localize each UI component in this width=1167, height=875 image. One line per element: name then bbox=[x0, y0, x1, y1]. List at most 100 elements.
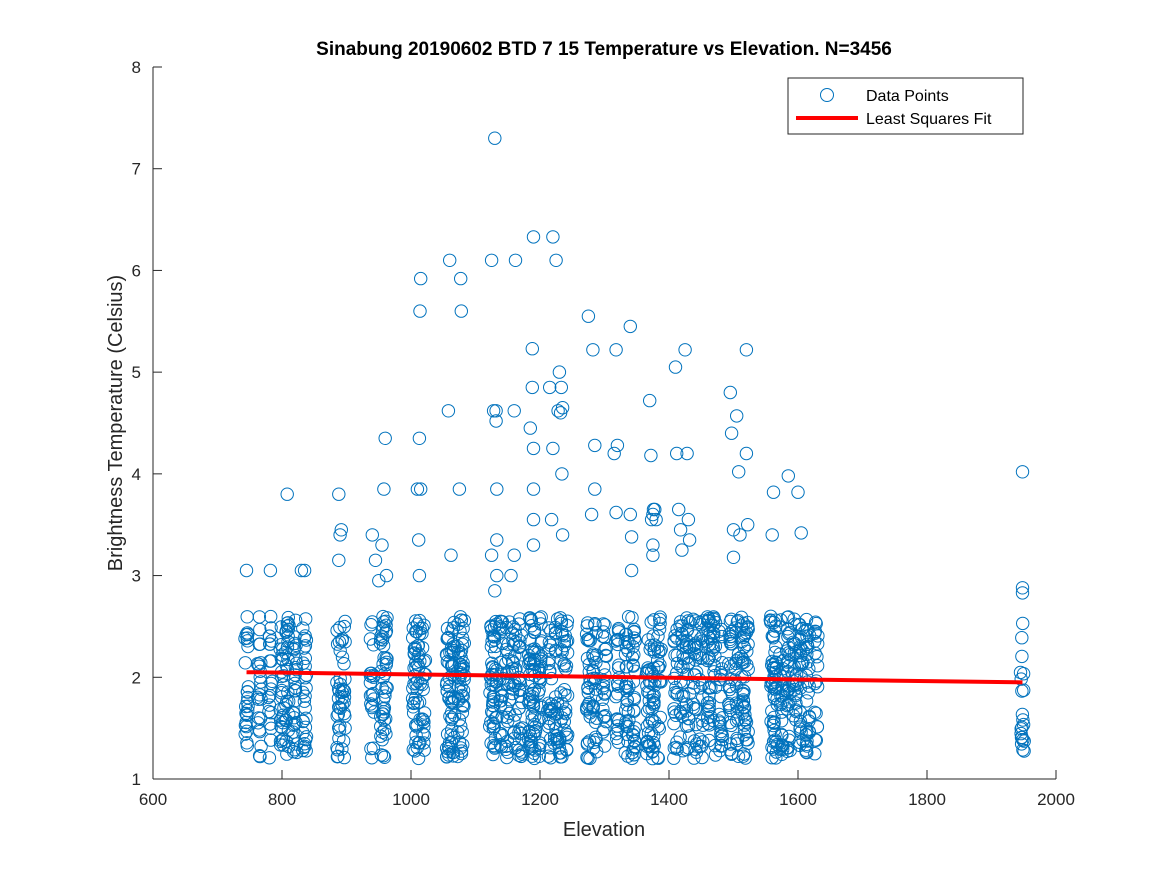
data-point bbox=[281, 610, 295, 625]
data-point bbox=[379, 618, 393, 632]
data-point bbox=[586, 699, 600, 714]
data-point bbox=[647, 688, 661, 702]
data-point bbox=[523, 611, 537, 625]
data-point bbox=[546, 441, 560, 456]
data-point bbox=[810, 720, 825, 734]
data-point bbox=[644, 512, 659, 527]
data-point bbox=[279, 734, 293, 748]
data-point bbox=[673, 730, 687, 744]
data-point bbox=[239, 706, 253, 721]
least-squares-fit-line bbox=[246, 670, 1023, 685]
data-point bbox=[526, 230, 541, 244]
data-point bbox=[683, 615, 697, 630]
data-point bbox=[286, 730, 300, 744]
data-point bbox=[712, 714, 726, 728]
data-point bbox=[262, 704, 276, 719]
data-point bbox=[623, 319, 637, 334]
data-point bbox=[715, 656, 729, 670]
data-point bbox=[730, 409, 744, 423]
y-axis-label: Brightness Temperature (Celsius) bbox=[105, 275, 127, 571]
data-point bbox=[700, 653, 714, 668]
x-tick-label: 1800 bbox=[908, 790, 946, 809]
data-point bbox=[376, 620, 390, 634]
data-point bbox=[646, 538, 660, 552]
data-point bbox=[682, 533, 697, 547]
data-point bbox=[241, 680, 256, 694]
data-point bbox=[489, 404, 503, 418]
data-point bbox=[646, 696, 661, 710]
data-point bbox=[487, 720, 501, 734]
data-point bbox=[675, 543, 689, 557]
data-point bbox=[408, 744, 422, 758]
data-point bbox=[612, 625, 626, 639]
y-tick-label: 4 bbox=[132, 465, 141, 484]
data-point bbox=[378, 431, 392, 445]
data-point bbox=[454, 685, 468, 699]
data-point bbox=[611, 661, 626, 675]
data-point bbox=[560, 618, 574, 632]
data-point bbox=[619, 714, 633, 728]
data-point bbox=[809, 706, 823, 720]
data-point bbox=[766, 742, 781, 756]
data-point bbox=[729, 656, 743, 671]
data-point bbox=[263, 563, 278, 578]
data-point bbox=[730, 705, 744, 719]
data-point bbox=[547, 716, 562, 730]
data-point bbox=[679, 742, 694, 757]
data-point bbox=[1016, 717, 1031, 732]
data-point bbox=[789, 688, 803, 703]
data-point bbox=[609, 505, 623, 520]
data-point bbox=[557, 705, 571, 719]
data-point bbox=[627, 625, 641, 639]
data-point bbox=[708, 639, 723, 653]
data-point bbox=[286, 705, 300, 719]
data-point bbox=[737, 684, 751, 698]
data-point bbox=[651, 719, 665, 734]
data-point bbox=[670, 446, 684, 461]
data-point bbox=[713, 720, 727, 734]
data-point bbox=[624, 530, 639, 544]
data-point bbox=[500, 710, 514, 725]
data-point bbox=[515, 721, 529, 735]
data-point bbox=[667, 751, 681, 765]
data-point bbox=[514, 749, 528, 764]
data-point bbox=[534, 652, 548, 666]
data-point bbox=[452, 482, 467, 496]
data-point bbox=[766, 485, 781, 499]
data-point bbox=[412, 613, 427, 628]
data-point bbox=[534, 617, 548, 631]
data-point bbox=[531, 686, 545, 700]
x-tick-labels: 600 800 1000 1200 1400 1600 1800 2000 bbox=[139, 790, 1075, 809]
data-point bbox=[336, 734, 351, 748]
data-point bbox=[741, 518, 755, 532]
data-point bbox=[693, 681, 707, 695]
data-point bbox=[739, 732, 753, 747]
data-point bbox=[417, 736, 431, 750]
data-point bbox=[413, 654, 427, 669]
data-point bbox=[682, 729, 697, 743]
data-point bbox=[505, 686, 520, 701]
chart-title: Sinabung 20190602 BTD 7 15 Temperature v… bbox=[316, 39, 892, 60]
data-point bbox=[289, 656, 304, 670]
data-point bbox=[651, 660, 665, 674]
data-point bbox=[280, 487, 294, 501]
data-point bbox=[679, 637, 694, 651]
data-point bbox=[490, 533, 504, 547]
data-point bbox=[456, 621, 470, 636]
data-point bbox=[241, 699, 255, 713]
data-point bbox=[808, 634, 822, 648]
data-point bbox=[534, 610, 548, 624]
data-point bbox=[264, 682, 278, 696]
data-point bbox=[801, 639, 815, 654]
data-point bbox=[653, 710, 667, 725]
data-point bbox=[1015, 720, 1029, 735]
data-point bbox=[783, 625, 797, 640]
data-point bbox=[619, 703, 633, 717]
data-point bbox=[678, 343, 692, 357]
data-point bbox=[740, 644, 754, 658]
data-point bbox=[298, 689, 312, 703]
data-point bbox=[588, 482, 602, 496]
y-tick-label: 2 bbox=[132, 668, 141, 687]
x-tick-label: 1600 bbox=[779, 790, 817, 809]
data-point bbox=[297, 694, 312, 708]
